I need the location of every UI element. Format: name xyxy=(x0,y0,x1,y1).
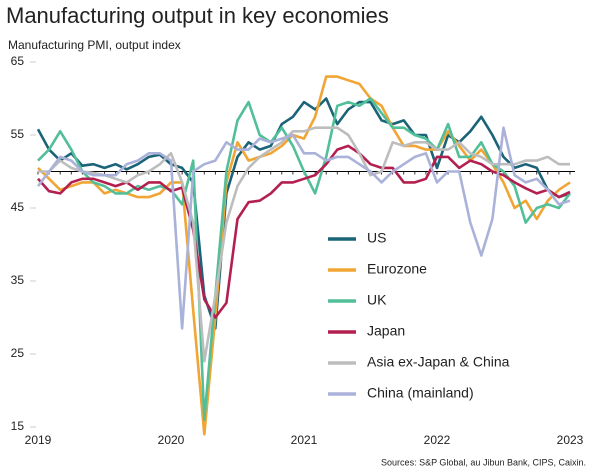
chart-subtitle: Manufacturing PMI, output index xyxy=(8,38,181,52)
legend-label: Japan xyxy=(367,323,405,339)
chart-title: Manufacturing output in key economies xyxy=(6,3,389,28)
series-line xyxy=(37,97,572,421)
x-tick-label: 2021 xyxy=(291,433,318,447)
y-tick-label: 35 xyxy=(11,273,25,287)
legend-label: Eurozone xyxy=(367,261,427,277)
legend-label: UK xyxy=(367,292,387,308)
series-line xyxy=(36,97,571,330)
y-tick-label: 65 xyxy=(11,54,25,68)
x-tick-label: 2023 xyxy=(557,433,584,447)
source-note: Sources: S&P Global, au Jibun Bank, CIPS… xyxy=(381,457,586,467)
y-tick-label: 25 xyxy=(11,346,25,360)
legend-label: China (mainland) xyxy=(367,385,474,401)
series-line xyxy=(38,126,570,363)
x-tick-label: 2019 xyxy=(25,433,52,447)
y-tick-label: 45 xyxy=(11,200,25,214)
y-tick-label: 55 xyxy=(11,127,25,141)
x-tick-label: 2022 xyxy=(424,433,451,447)
legend-label: US xyxy=(367,230,386,246)
y-tick-label: 15 xyxy=(11,419,25,433)
x-tick-label: 2020 xyxy=(158,433,185,447)
series-line xyxy=(36,126,571,330)
legend-label: Asia ex-Japan & China xyxy=(367,354,510,370)
